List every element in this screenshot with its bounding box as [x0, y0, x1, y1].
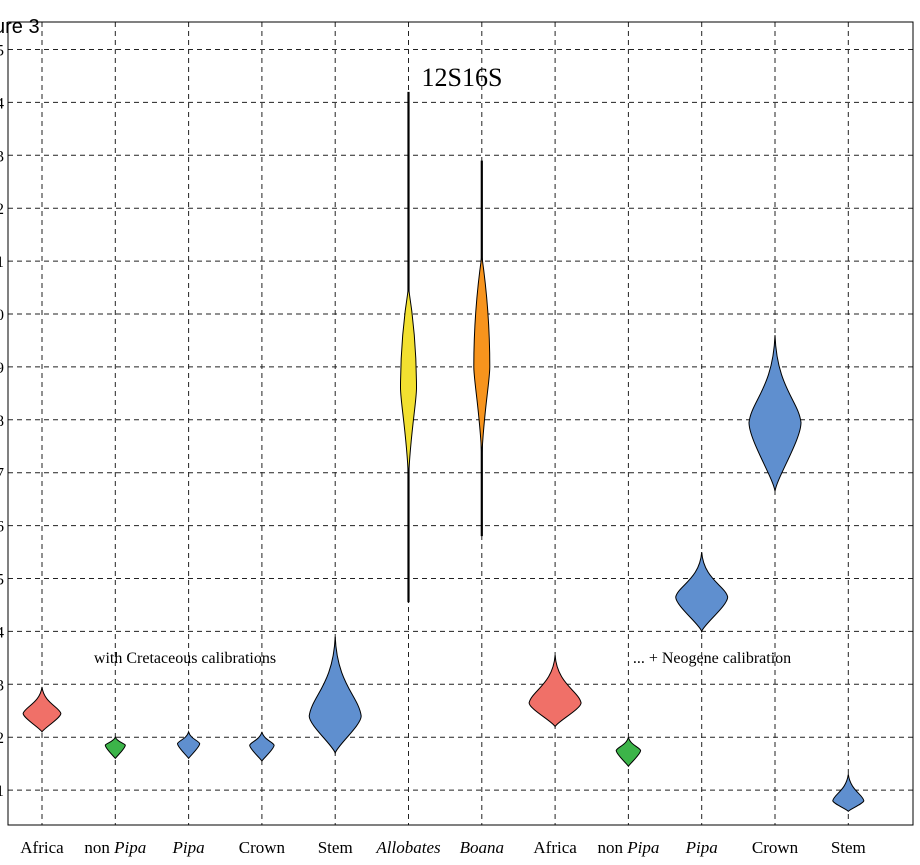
- y-tick-label: 2: [0, 201, 4, 218]
- x-category-label: Stem: [318, 838, 353, 857]
- y-tick-label: 3: [0, 677, 4, 694]
- violin-body: [473, 255, 491, 457]
- x-category-label: Pipa: [172, 838, 205, 857]
- chart-title: 12S16S: [422, 63, 503, 92]
- annotation-neogene: ... + Neogene calibration: [633, 650, 791, 667]
- x-category-label: non Pipa: [597, 838, 659, 857]
- violins: [22, 91, 865, 812]
- x-category-label: Pipa: [685, 838, 718, 857]
- y-tick-label: 3: [0, 148, 4, 165]
- y-tick-label: 8: [0, 413, 4, 430]
- x-category-label: Crown: [239, 838, 286, 857]
- x-category-label: Africa: [20, 838, 64, 857]
- x-category-label: Crown: [752, 838, 799, 857]
- violin: [832, 774, 865, 812]
- y-tick-label: 1: [0, 254, 4, 271]
- violin-body: [399, 287, 418, 479]
- annotation-cretaceous: with Cretaceous calibrations: [94, 650, 276, 667]
- violin: [104, 735, 126, 760]
- violin: [176, 730, 201, 760]
- y-tick-label: 9: [0, 360, 4, 377]
- x-category-label: Africa: [533, 838, 577, 857]
- x-category-label: Stem: [831, 838, 866, 857]
- x-category-label: Allobates: [375, 838, 441, 857]
- x-axis-labels: Africa non Pipa Pipa Crown Stem Allobates Boan…: [20, 838, 865, 857]
- violin: [675, 552, 729, 634]
- plot-frame: [7, 21, 914, 826]
- violin: [748, 335, 802, 492]
- violin: [22, 686, 62, 733]
- y-tick-label: 0: [0, 307, 4, 324]
- y-tick-label: 2: [0, 730, 4, 747]
- y-tick-label: 5: [0, 43, 4, 60]
- x-category-label: Boana: [460, 838, 504, 857]
- y-tick-label: 7: [0, 466, 4, 483]
- y-tick-label: 1: [0, 783, 4, 800]
- y-tick-label: 4: [0, 624, 4, 641]
- y-tick-label: 5: [0, 572, 4, 589]
- violin: [528, 655, 582, 728]
- violin: [615, 737, 642, 768]
- x-category-label: non Pipa: [84, 838, 146, 857]
- violin: [249, 731, 275, 762]
- violin: [308, 636, 362, 755]
- y-tick-label: 4: [0, 95, 4, 112]
- y-tick-label: 6: [0, 519, 4, 536]
- y-axis-ticks: 1 2 3 4 5 6 7 8 9 0 1 2 3 4 5: [0, 43, 4, 801]
